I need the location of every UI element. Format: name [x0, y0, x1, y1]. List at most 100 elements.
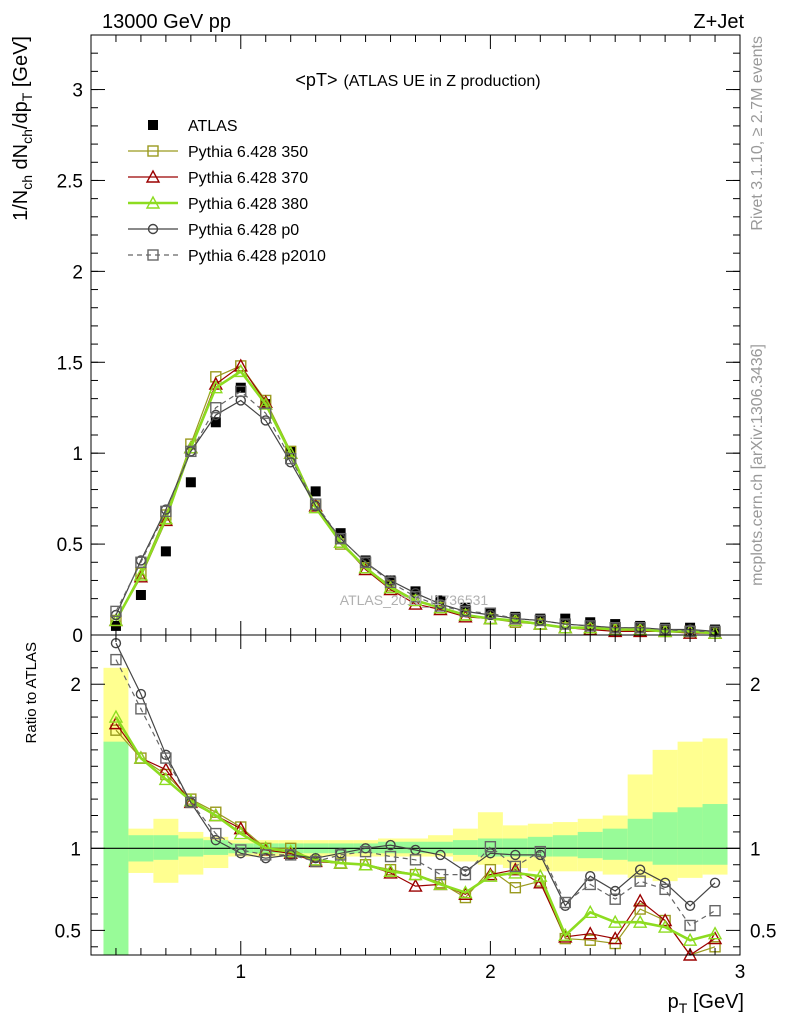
ratio-y-tick-label-right: 2	[750, 675, 761, 696]
legend-marker-pythia-6-428-p2010	[147, 249, 159, 261]
ratio-point-pythia-6-428-p2010	[684, 919, 696, 932]
legend: ATLAS Pythia 6.428 350 Pythia 6.428 370 Pyt…	[128, 118, 326, 265]
ratio-point-pythia-6-428-380	[358, 857, 373, 871]
legend-marker-pythia-6-428-380	[145, 195, 161, 209]
main-point-pythia-6-428-380	[233, 363, 248, 378]
x-tick-label: 3	[735, 962, 746, 983]
ratio-point-pythia-6-428-p2010	[509, 860, 522, 873]
ratio-y-tick-label-right: 0.5	[750, 921, 776, 942]
main-data-marks	[108, 358, 723, 639]
main-point-pythia-6-428-p2010	[185, 445, 197, 458]
legend-marker-pythia-6-428-370	[145, 169, 161, 183]
ratio-point-pythia-6-428-380	[433, 876, 448, 891]
ratio-point-pythia-6-428-p0	[709, 877, 721, 888]
main-point-atlas	[235, 382, 246, 393]
main-point-atlas	[660, 622, 671, 633]
legend-label-atlas: ATLAS	[188, 118, 238, 135]
stat-band-bin	[153, 835, 179, 860]
ratio-series-pythia-6-428-380	[108, 709, 723, 946]
ratio-point-pythia-6-428-370	[608, 931, 623, 945]
main-point-atlas	[310, 486, 321, 497]
ratio-point-pythia-6-428-p0	[385, 839, 396, 851]
ratio-point-pythia-6-428-370	[632, 893, 648, 907]
stat-band-bin	[702, 804, 728, 865]
ratio-point-pythia-6-428-p0	[684, 900, 696, 911]
ratio-point-pythia-6-428-p0	[609, 885, 621, 897]
main-point-pythia-6-428-p2010	[384, 576, 397, 588]
legend-marker-pythia-6-428-350	[147, 145, 159, 157]
ratio-point-pythia-6-428-p0	[435, 849, 446, 861]
header-left: 13000 GeV pp	[102, 11, 231, 33]
x-axis-label: pT [GeV]	[668, 991, 744, 1016]
ratio-point-pythia-6-428-p2010	[359, 845, 372, 858]
ratio-point-pythia-6-428-p2010	[559, 896, 571, 909]
ratio-y-tick-label-right: 1	[750, 839, 761, 860]
main-point-atlas	[135, 590, 146, 600]
ratio-axis-ticks: 0.5 0.5 1 1 2 2 1 2 3	[55, 635, 776, 983]
main-point-pythia-6-428-p2010	[409, 591, 422, 603]
legend-label-pythia-6-428-350: Pythia 6.428 350	[188, 144, 308, 161]
ratio-point-pythia-6-428-370	[483, 867, 498, 881]
ratio-line-pythia-6-428-380	[114, 716, 716, 942]
mcplots-label: mcplots.cern.ch [arXiv:1306.3436]	[749, 344, 766, 586]
main-axis-ticks: 0 0.5 1 1.5 2 2.5 3	[57, 35, 740, 647]
main-panel: 0 0.5 1 1.5 2 2.5 3 <pT> (ATLAS UE in Z product…	[10, 34, 741, 647]
ratio-point-pythia-6-428-370	[408, 878, 423, 892]
ratio-y-tick-label: 2	[70, 675, 81, 696]
ratio-y-tick-label: 0.5	[55, 921, 81, 942]
stat-band-bin	[502, 838, 528, 857]
analysis-watermark: ATLAS_2019_I1736531	[340, 592, 489, 608]
ratio-series-pythia-6-428-p2010	[110, 653, 721, 932]
ratio-point-pythia-6-428-p0	[585, 871, 596, 882]
stat-band-bin	[552, 835, 578, 857]
ratio-data-marks	[91, 638, 740, 961]
ratio-point-pythia-6-428-380	[682, 932, 698, 946]
main-point-pythia-6-428-p2010	[459, 605, 472, 618]
main-y-axis-label: 1/Nch dNch/dpT [GeV]	[10, 36, 35, 221]
ratio-point-pythia-6-428-p2010	[484, 840, 497, 853]
ratio-point-pythia-6-428-p2010	[634, 875, 646, 887]
main-point-pythia-6-428-p2010	[309, 498, 322, 510]
ratio-point-pythia-6-428-p2010	[334, 849, 347, 861]
ratio-point-pythia-6-428-380	[308, 852, 323, 866]
main-point-pythia-6-428-p2010	[359, 556, 372, 568]
ratio-point-pythia-6-428-380	[408, 867, 423, 881]
ratio-panel: 0.5 0.5 1 1 2 2 1 2 3 Ratio to ATLAS pT [GeV]	[23, 634, 776, 1016]
ratio-point-pythia-6-428-p0	[485, 848, 496, 859]
legend-label-pythia-6-428-380: Pythia 6.428 380	[188, 196, 308, 213]
ratio-point-pythia-6-428-p2010	[584, 878, 596, 891]
legend-label-pythia-6-428-p2010: Pythia 6.428 p2010	[188, 248, 326, 265]
ratio-point-pythia-6-428-p2010	[534, 845, 547, 858]
main-point-pythia-6-428-p2010	[484, 607, 497, 619]
ratio-series-pythia-6-428-p0	[110, 638, 721, 911]
ratio-point-pythia-6-428-380	[508, 865, 523, 879]
ratio-y-tick-label: 1	[70, 839, 81, 860]
ratio-point-pythia-6-428-p2010	[609, 893, 621, 905]
ratio-point-pythia-6-428-p2010	[210, 827, 222, 840]
ratio-point-pythia-6-428-p2010	[284, 849, 297, 861]
main-point-pythia-6-428-380	[133, 567, 149, 581]
stat-band-bin	[602, 828, 628, 860]
main-point-atlas	[160, 546, 171, 557]
main-y-tick-label: 2.5	[57, 171, 83, 192]
x-tick-label: 2	[485, 962, 496, 983]
ratio-point-pythia-6-428-370	[657, 913, 673, 927]
plot-title-sub: (ATLAS UE in Z production)	[343, 73, 540, 90]
main-point-pythia-6-428-380	[408, 592, 423, 607]
main-point-pythia-6-428-380	[208, 380, 223, 394]
ratio-line-pythia-6-428-p0	[115, 642, 716, 907]
plot-title: <pT> (ATLAS UE in Z production)	[295, 70, 540, 90]
ratio-line-pythia-6-428-p2010	[115, 659, 716, 927]
main-point-pythia-6-428-p2010	[135, 556, 147, 568]
stat-band-bin	[178, 838, 204, 857]
main-point-pythia-6-428-370	[133, 569, 149, 583]
stat-band-bin	[452, 840, 478, 855]
main-point-atlas	[210, 417, 221, 428]
ratio-point-pythia-6-428-p2010	[709, 904, 721, 917]
ratio-point-pythia-6-428-380	[333, 855, 348, 869]
ratio-point-pythia-6-428-370	[583, 926, 598, 940]
ratio-point-pythia-6-428-380	[133, 750, 149, 764]
ratio-point-pythia-6-428-p2010	[160, 752, 172, 764]
main-point-pythia-6-428-370	[408, 596, 423, 610]
